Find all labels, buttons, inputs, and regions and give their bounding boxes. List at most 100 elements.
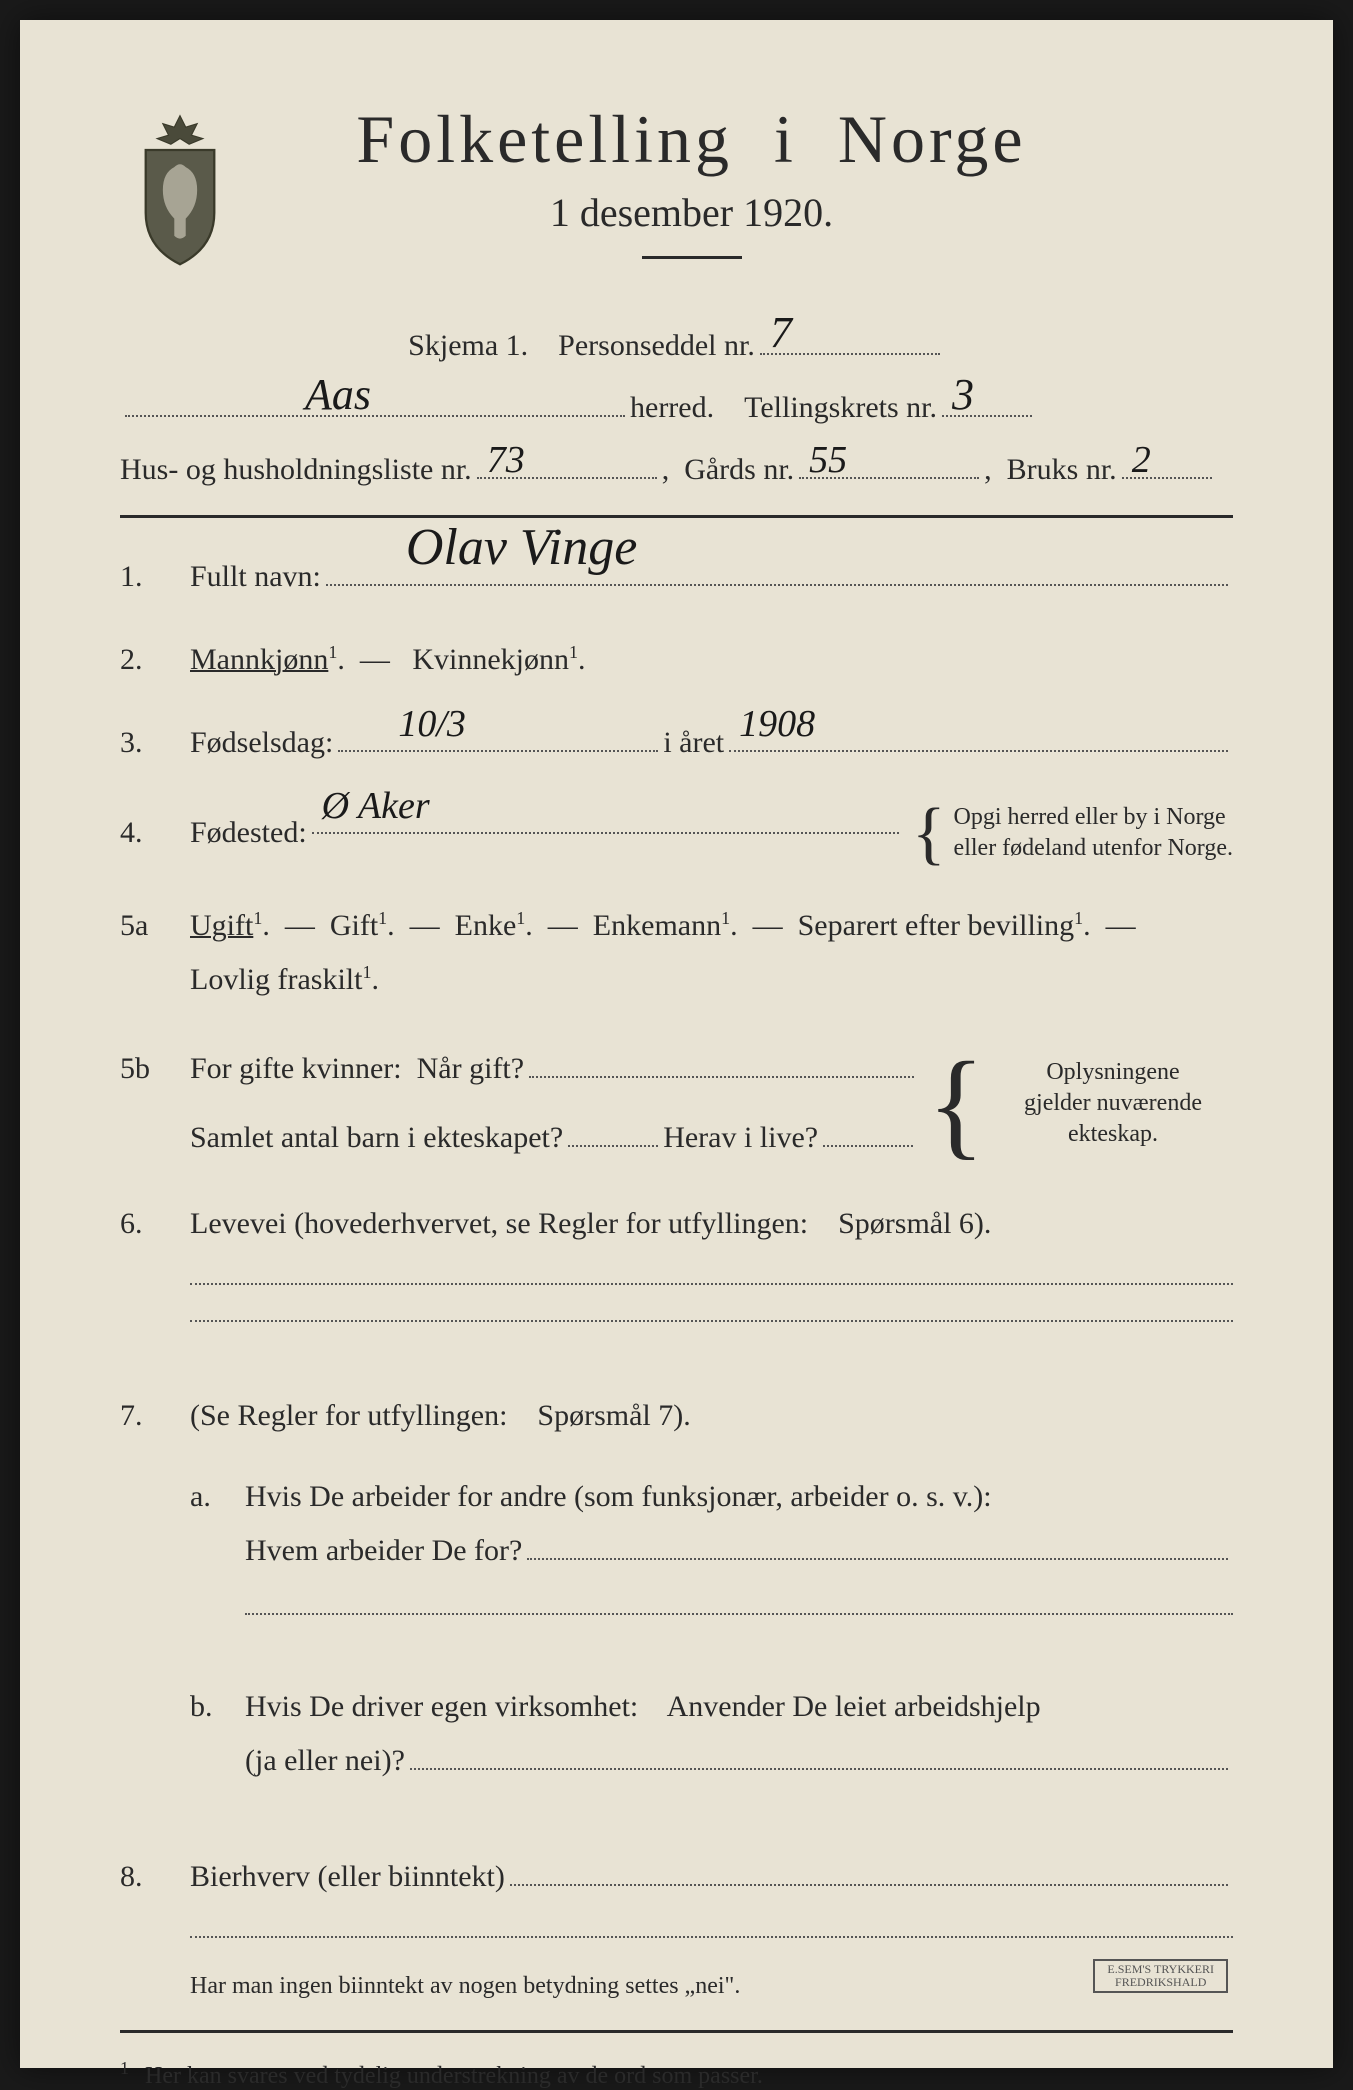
q3-year-label: i året [663,719,724,767]
herred-field: Aas [125,415,625,417]
hus-value: 73 [487,438,525,482]
q4-note: Opgi herred eller by i Norge eller fødel… [954,802,1233,864]
main-title: Folketelling i Norge [270,100,1113,179]
subtitle: 1 desember 1920. [270,189,1113,236]
q6-num: 6. [120,1200,190,1248]
printer-stamp: E.SEM'S TRYKKERI FREDRIKSHALD [1093,1959,1228,1993]
hus-line: Hus- og husholdningsliste nr. 73 , Gårds… [120,453,1233,487]
stamp-line-1: E.SEM'S TRYKKERI [1107,1963,1214,1976]
q7a-line1: Hvis De arbeider for andre (som funksjon… [245,1470,1233,1524]
q5b-note-2: gjelder nuværende [993,1088,1233,1119]
q7a-letter: a. [190,1473,245,1521]
bruks-field: 2 [1122,477,1212,479]
gards-value: 55 [809,438,847,482]
norwegian-crest-icon [120,110,240,270]
bruks-value: 2 [1132,438,1151,482]
question-7: 7. (Se Regler for utfyllingen: Spørsmål … [120,1392,1233,1818]
title-divider [642,256,742,259]
personseddel-field: 7 [760,353,940,355]
q3-year-field: 1908 [729,750,1228,752]
q5b-samlet-field [568,1145,658,1147]
q7b-line3: (ja eller nei)? [245,1734,405,1788]
q5b-label: For gifte kvinner: [190,1042,402,1096]
stamp-line-2: FREDRIKSHALD [1107,1976,1214,1989]
q7a-line [245,1613,1233,1615]
hus-field: 73 [477,477,657,479]
q5a-num: 5a [120,902,190,950]
q5b-samlet: Samlet antal barn i ekteskapet? [190,1111,563,1165]
footnote: 1 Her kan svares ved tydelig understrekn… [120,2058,1233,2090]
q2-male: Mannkjønn [190,643,328,676]
herred-line: Aas herred. Tellingskrets nr. 3 [120,391,1233,425]
q3-day-value: 10/3 [398,694,466,755]
q6-line-2 [190,1320,1233,1322]
footer-divider [120,2030,1233,2033]
question-1: 1. Fullt navn: Olav Vinge [120,553,1233,601]
q5b-note-3: ekteskap. [993,1119,1233,1150]
q5b-nargift: Når gift? [417,1042,524,1096]
q5a-fraskilt: Lovlig fraskilt [190,963,362,996]
q7b-field [410,1768,1228,1770]
q4-note-2: eller fødeland utenfor Norge. [954,833,1233,864]
question-5a: 5a Ugift1. — Gift1. — Enke1. — Enkemann1… [120,899,1233,1007]
q5a-gift: Gift [330,909,378,942]
gards-label: Gårds nr. [684,453,794,487]
q3-label: Fødselsdag: [190,719,333,767]
q2-num: 2. [120,636,190,684]
q7-num: 7. [120,1392,190,1440]
q1-num: 1. [120,553,190,601]
q7-sporsmal: Spørsmål 7). [537,1399,690,1432]
q3-year-value: 1908 [739,694,815,755]
q5b-herav: Herav i live? [663,1111,818,1165]
question-6: 6. Levevei (hovederhvervet, se Regler fo… [120,1200,1233,1357]
q7b-line1: Hvis De driver egen virksomhet: [245,1690,638,1723]
q7a-line2: Hvem arbeider De for? [245,1524,522,1578]
tellingskrets-label: Tellingskrets nr. [744,391,937,425]
gards-field: 55 [799,477,979,479]
q3-num: 3. [120,719,190,767]
q1-field: Olav Vinge [326,584,1228,586]
question-8: 8. Bierhverv (eller biinntekt) [120,1853,1233,1901]
q8-num: 8. [120,1853,190,1901]
q5a-separert: Separert efter bevilling [798,909,1075,942]
schema-line: Skjema 1. Personseddel nr. 7 [120,329,1233,363]
q4-value: Ø Aker [322,776,430,837]
census-form-page: Folketelling i Norge 1 desember 1920. Sk… [20,20,1333,2068]
q8-label: Bierhverv (eller biinntekt) [190,1853,505,1901]
q5b-note-1: Oplysningene [993,1057,1233,1088]
question-7a: a. Hvis De arbeider for andre (som funks… [190,1470,1233,1650]
q7b-letter: b. [190,1683,245,1731]
q5b-herav-field [823,1145,913,1147]
q5b-nargift-field [529,1076,914,1078]
footnote-text: Her kan svares ved tydelig understreknin… [145,2063,763,2089]
q1-label: Fullt navn: [190,553,321,601]
q4-num: 4. [120,809,190,857]
header-section: Folketelling i Norge 1 desember 1920. [120,100,1233,299]
q4-note-1: Opgi herred eller by i Norge [954,802,1233,833]
brace-icon: { [912,816,946,851]
bruks-label: Bruks nr. [1007,453,1117,487]
form-body: Skjema 1. Personseddel nr. 7 Aas herred.… [120,329,1233,2090]
q3-day-field: 10/3 [338,750,658,752]
q7a-field [527,1558,1228,1560]
tellingskrets-value: 3 [952,369,974,420]
question-7b: b. Hvis De driver egen virksomhet: Anven… [190,1680,1233,1788]
q5b-note: Oplysningene gjelder nuværende ekteskap. [993,1057,1233,1151]
q4-label: Fødested: [190,809,307,857]
personseddel-value: 7 [770,307,792,358]
brace-large-icon: { [927,1074,985,1134]
title-block: Folketelling i Norge 1 desember 1920. [270,100,1233,299]
q1-value: Olav Vinge [406,506,638,589]
question-5b: 5b For gifte kvinner: Når gift? Samlet a… [120,1042,1233,1165]
q6-label: Levevei (hovederhvervet, se Regler for u… [190,1207,808,1240]
q5a-enke: Enke [455,909,517,942]
q6-sporsmal: Spørsmål 6). [838,1207,991,1240]
section-divider [120,515,1233,518]
question-2: 2. Mannkjønn1. — Kvinnekjønn1. [120,636,1233,684]
q4-field: Ø Aker [312,832,899,834]
herred-value: Aas [305,369,371,420]
q7-label: (Se Regler for utfyllingen: [190,1399,507,1432]
footer-note: Har man ingen biinntekt av nogen betydni… [190,1973,1233,2000]
question-4: 4. Fødested: Ø Aker { Opgi herred eller … [120,802,1233,864]
q5b-num: 5b [120,1045,190,1093]
